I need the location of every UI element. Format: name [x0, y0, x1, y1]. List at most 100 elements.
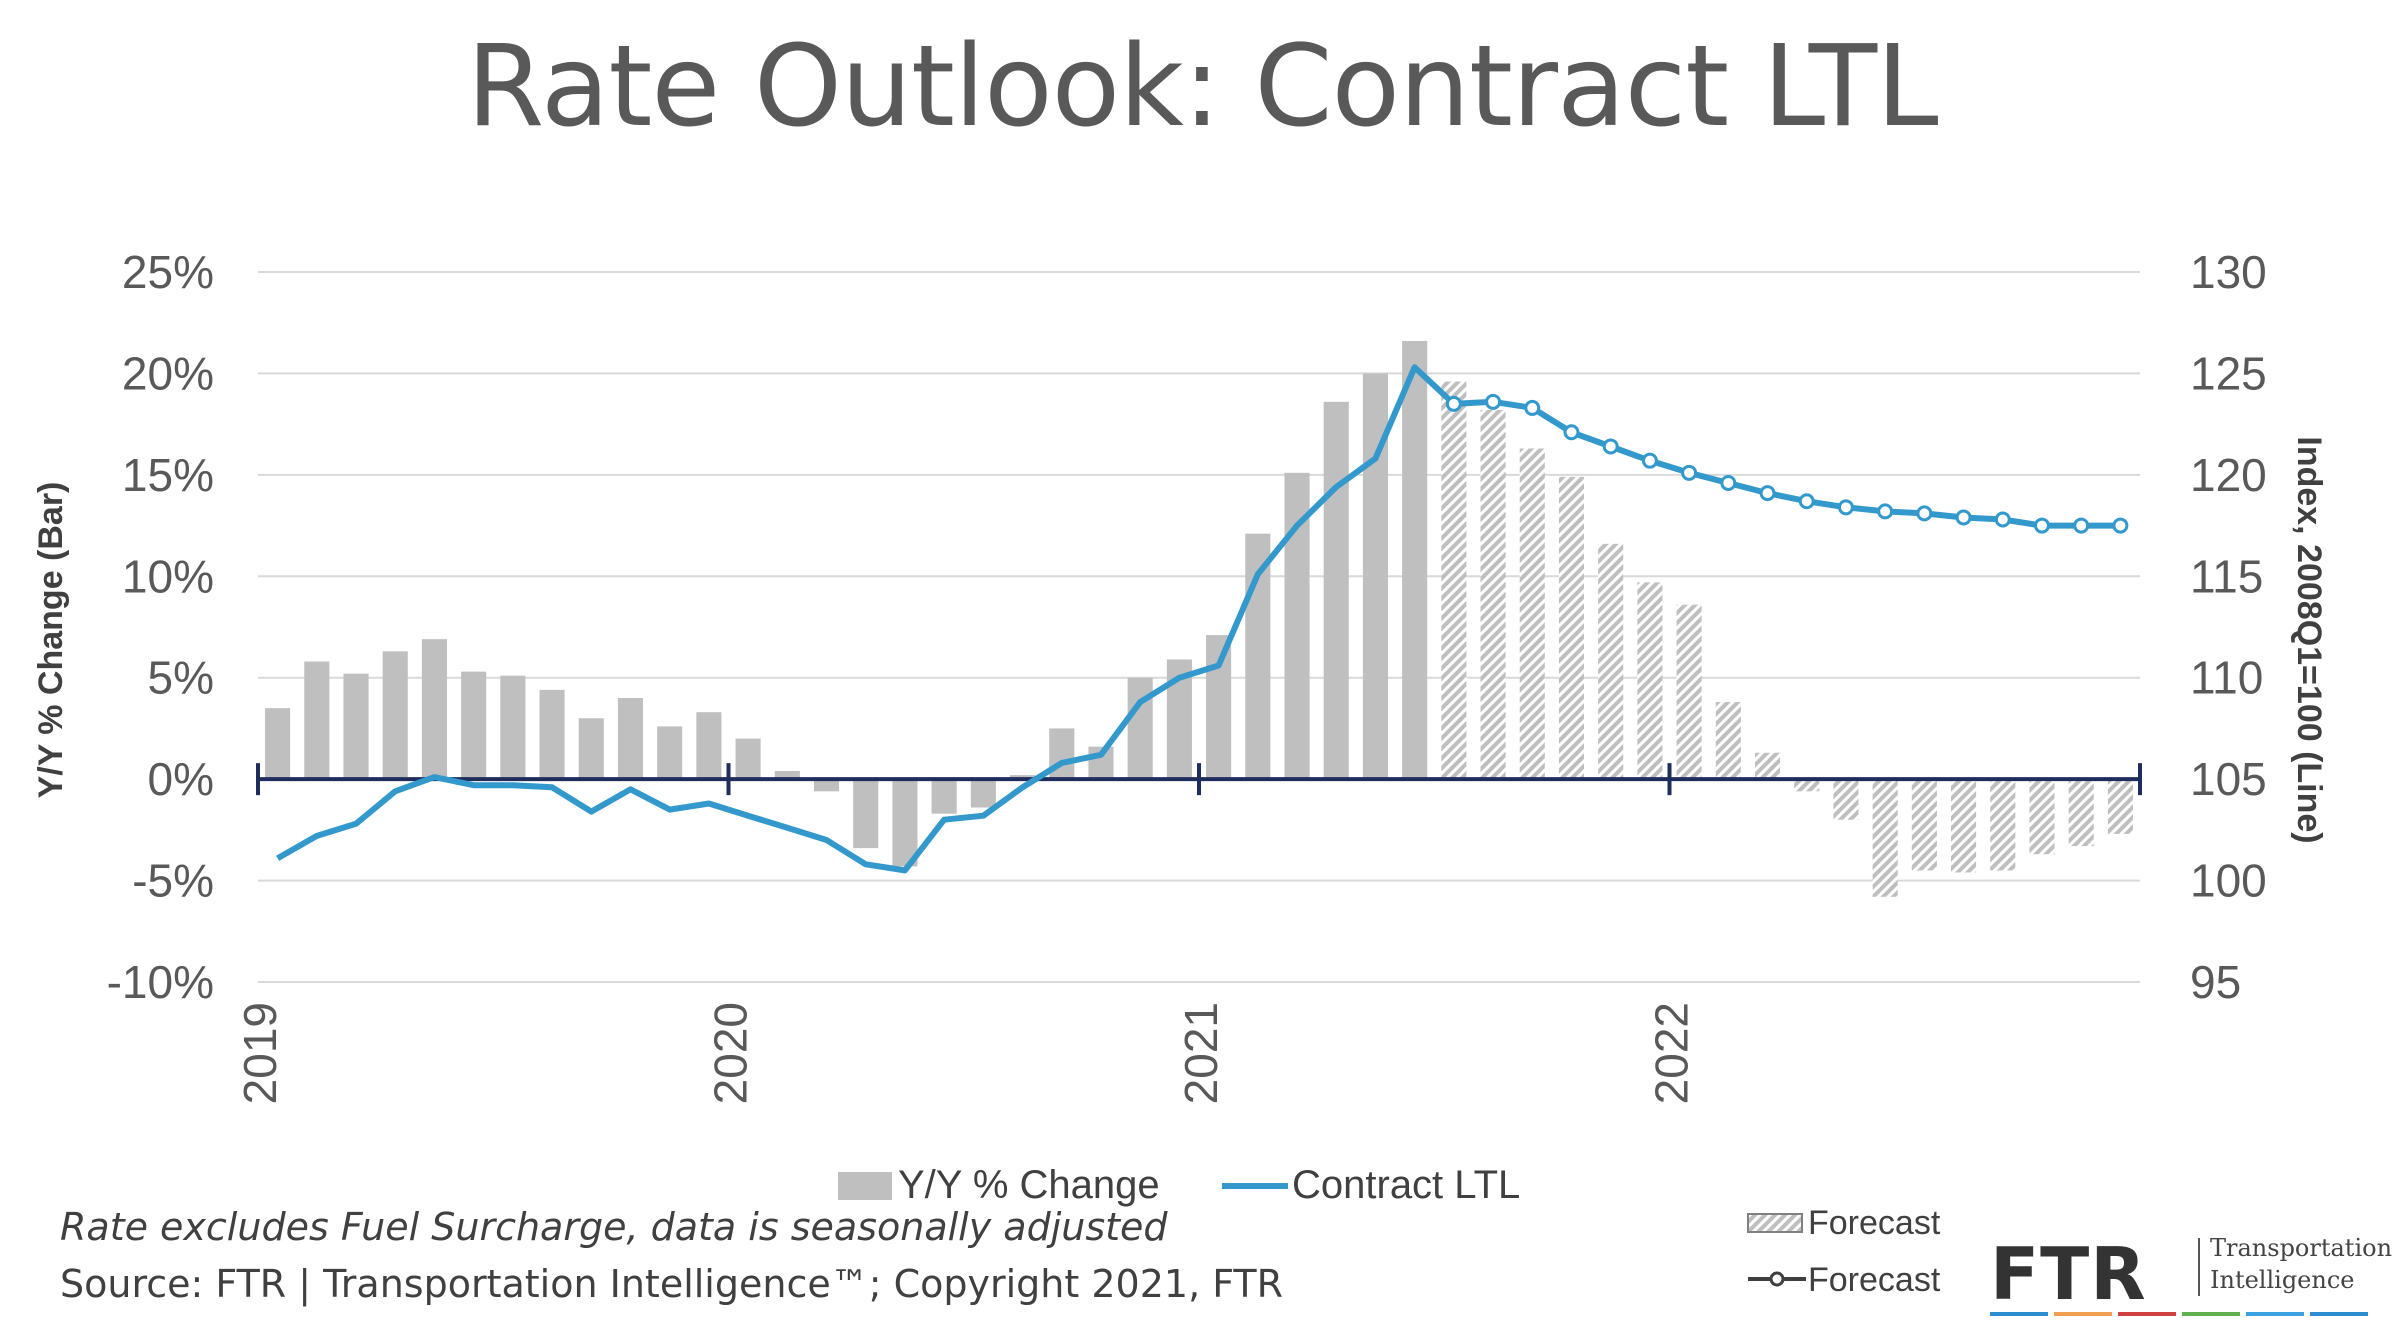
forecast-point: [1955, 509, 1972, 526]
forecast-point: [1602, 438, 1619, 455]
page-title: Rate Outlook: Contract LTL: [466, 22, 1938, 152]
y-tick-left: 5%: [148, 652, 214, 704]
forecast-legend: Forecast Forecast: [1747, 1204, 1941, 1299]
y-tick-right: 125: [2190, 347, 2267, 399]
y-tick-right: 110: [2190, 652, 2263, 704]
forecast-bar: [1794, 779, 1820, 792]
forecast-bar: [1872, 779, 1898, 897]
bar: [774, 771, 800, 780]
y-axis-right: 130 125 120 115 110 105 100 95: [2190, 246, 2267, 1008]
bar: [304, 661, 330, 780]
forecast-bar: [1480, 409, 1506, 780]
forecast-point: [1994, 511, 2011, 528]
logo-line-1: Transportation: [2210, 1234, 2393, 1262]
forecast-point: [1485, 393, 1502, 410]
y-axis-left-title: Y/Y % Change (Bar): [32, 482, 70, 799]
logo-color-stripe: [1990, 1312, 2370, 1316]
logo-line-2: Intelligence: [2210, 1266, 2355, 1294]
bar: [578, 718, 604, 780]
gridlines: [258, 271, 2140, 983]
forecast-bar: [1951, 779, 1977, 873]
forecast-bar: [1558, 476, 1585, 780]
y-tick-left: 25%: [122, 246, 214, 298]
bar: [1402, 340, 1428, 780]
legend-line-label: Contract LTL: [1292, 1163, 1520, 1207]
logo-stripe-segment: [2118, 1312, 2176, 1316]
forecast-bar: [2029, 779, 2055, 855]
bar: [461, 671, 487, 780]
bar: [1010, 775, 1036, 780]
forecast-bar-swatch: [1747, 1213, 1803, 1233]
bar: [343, 673, 369, 780]
forecast-bar: [1441, 381, 1467, 780]
bar: [853, 779, 879, 849]
bar: [735, 738, 761, 780]
forecast-point: [1681, 464, 1698, 481]
forecast-bar: [1676, 604, 1702, 780]
bar: [696, 712, 722, 780]
forecast-bar: [1715, 702, 1741, 780]
forecast-bar: [1833, 779, 1859, 820]
forecast-bar: [1911, 779, 1937, 871]
forecast-point: [1641, 452, 1658, 469]
y-tick-left: 0%: [148, 753, 214, 805]
forecast-bar: [1990, 779, 2016, 871]
forecast-bar: [1519, 448, 1545, 780]
forecast-bar: [2068, 779, 2094, 847]
x-year-label: 2019: [234, 1002, 286, 1104]
y-tick-left: 15%: [122, 449, 214, 501]
forecast-bar: [1754, 752, 1781, 780]
forecast-point: [1798, 493, 1815, 510]
bar: [265, 708, 291, 780]
y-tick-right: 105: [2190, 753, 2267, 805]
forecast-bar: [2107, 779, 2133, 834]
forecast-point: [1916, 505, 1933, 522]
logo-wordmark: FTR: [1990, 1232, 2147, 1316]
y-tick-left: 20%: [122, 347, 214, 399]
forecast-point: [1445, 395, 1462, 412]
x-year-label: 2020: [705, 1002, 757, 1104]
bar: [1127, 677, 1153, 780]
bar: [617, 698, 644, 780]
chart-note: Rate excludes Fuel Surcharge, data is se…: [60, 1205, 1168, 1249]
bar: [813, 779, 840, 792]
forecast-bar: [1637, 582, 1663, 780]
legend-bar-label: Y/Y % Change: [898, 1163, 1160, 1207]
y-axis-right-title: Index, 2008Q1=100 (Line): [2290, 436, 2328, 843]
chart-source: Source: FTR | Transportation Intelligenc…: [60, 1262, 1284, 1306]
forecast-bar: [1598, 543, 1624, 780]
logo-stripe-segment: [2182, 1312, 2240, 1316]
y-axis-left: 25% 20% 15% 10% 5% 0% -5% -10%: [107, 246, 214, 1008]
y-tick-right: 130: [2190, 246, 2267, 298]
y-tick-right: 95: [2190, 956, 2241, 1008]
forecast-point: [1563, 424, 1580, 441]
bar: [1206, 635, 1232, 780]
y-tick-left: -5%: [132, 855, 214, 907]
forecast-point: [1720, 474, 1737, 491]
y-tick-right: 120: [2190, 449, 2267, 501]
logo-stripe-segment: [2246, 1312, 2304, 1316]
bar: [500, 675, 526, 780]
bar: [892, 779, 918, 867]
x-axis-labels: 2019 2020 2021 2022: [234, 1002, 1698, 1104]
bar: [1323, 401, 1349, 780]
forecast-bar-label: Forecast: [1808, 1204, 1941, 1242]
bar: [382, 651, 408, 780]
forecast-point: [2112, 517, 2129, 534]
forecast-point: [1877, 503, 1894, 520]
logo-stripe-segment: [1990, 1312, 2048, 1316]
forecast-point: [1524, 399, 1541, 416]
logo-stripe-segment: [2054, 1312, 2112, 1316]
y-tick-left: 10%: [122, 550, 214, 602]
bar: [970, 779, 996, 808]
x-year-label: 2022: [1646, 1002, 1698, 1104]
legend: Y/Y % Change Contract LTL: [838, 1163, 1520, 1207]
bar-series: [265, 340, 2133, 897]
forecast-line-marker: [1769, 1271, 1785, 1287]
line-series: [276, 364, 2129, 874]
y-tick-right: 100: [2190, 855, 2267, 907]
y-tick-left: -10%: [107, 956, 214, 1008]
legend-bar-swatch: [838, 1172, 892, 1200]
ftr-logo: FTR Transportation Intelligence: [1990, 1232, 2392, 1332]
